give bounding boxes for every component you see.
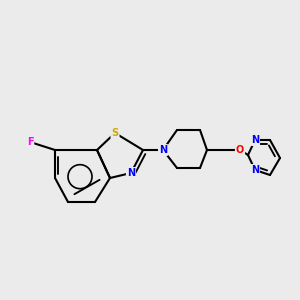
- Text: N: N: [251, 135, 259, 145]
- Text: S: S: [111, 128, 118, 138]
- Text: O: O: [236, 145, 244, 155]
- Text: F: F: [27, 137, 33, 147]
- Text: N: N: [159, 145, 167, 155]
- Text: N: N: [251, 165, 259, 175]
- Text: N: N: [127, 168, 135, 178]
